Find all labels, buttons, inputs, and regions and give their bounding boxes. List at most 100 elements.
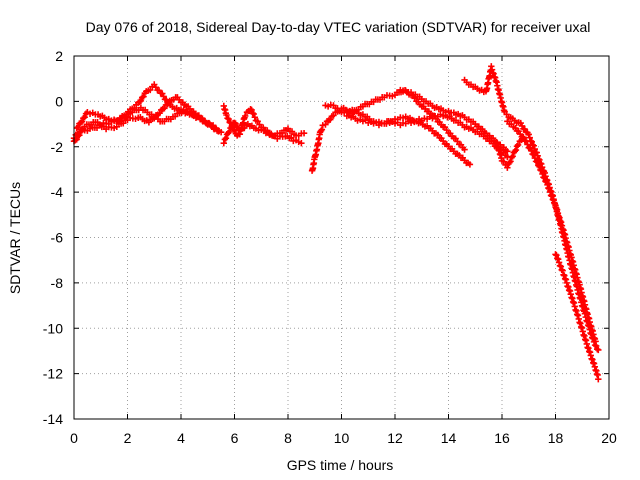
data-point-marker — [553, 251, 560, 259]
series-satellite-track-f — [308, 122, 326, 174]
data-point-marker — [569, 295, 576, 302]
data-point-marker — [556, 214, 563, 221]
data-point-marker — [589, 356, 596, 363]
data-point-marker — [573, 311, 581, 318]
data-point-marker — [550, 197, 557, 204]
data-point-marker — [530, 151, 537, 159]
data-point-marker — [222, 134, 230, 142]
data-point-marker — [559, 267, 566, 274]
data-point-marker — [221, 136, 229, 143]
data-point-marker — [248, 106, 255, 114]
data-point-marker — [585, 344, 592, 352]
data-point-marker — [579, 328, 586, 335]
data-point-marker — [574, 312, 582, 319]
data-point-marker — [565, 283, 572, 291]
data-point-marker — [583, 340, 590, 348]
x-axis-label: GPS time / hours — [287, 457, 394, 473]
data-point-marker — [522, 138, 530, 145]
data-point-marker — [520, 133, 527, 141]
data-point-marker — [577, 323, 585, 331]
data-point-marker — [595, 375, 602, 383]
data-point-marker — [228, 123, 236, 130]
data-point-marker — [215, 128, 222, 135]
data-point-marker — [76, 129, 83, 137]
data-point-marker — [557, 219, 565, 226]
data-point-marker — [225, 115, 232, 123]
data-point-marker — [578, 324, 586, 332]
data-point-marker — [156, 110, 163, 117]
data-point-marker — [539, 170, 546, 178]
data-point-marker — [140, 93, 147, 100]
data-point-marker — [581, 332, 588, 340]
data-point-marker — [509, 153, 516, 160]
data-point-marker — [514, 141, 522, 149]
data-point-marker — [571, 303, 578, 310]
x-tick-label: 10 — [334, 430, 350, 446]
data-point-marker — [161, 105, 168, 112]
y-tick-label: -12 — [43, 366, 63, 382]
data-point-marker — [526, 134, 533, 141]
data-point-marker — [466, 161, 474, 168]
data-markers — [70, 63, 602, 383]
data-point-marker — [506, 159, 513, 166]
data-point-marker — [553, 205, 560, 212]
data-point-marker — [555, 259, 563, 266]
data-point-marker — [567, 291, 574, 298]
data-point-marker — [231, 127, 238, 134]
y-tick-label: -6 — [51, 230, 64, 246]
data-point-marker — [544, 181, 551, 189]
data-point-marker — [137, 97, 145, 105]
data-point-marker — [251, 114, 259, 121]
data-point-marker — [595, 346, 602, 354]
chart-title: Day 076 of 2018, Sidereal Day-to-day VTE… — [86, 19, 591, 35]
x-tick-label: 18 — [548, 430, 564, 446]
data-point-marker — [557, 218, 564, 225]
data-point-marker — [558, 222, 566, 229]
data-point-marker — [562, 276, 570, 283]
data-point-marker — [242, 112, 249, 120]
data-point-marker — [563, 279, 570, 287]
y-tick-label: 2 — [55, 48, 63, 64]
data-point-marker — [587, 352, 595, 359]
data-point-marker — [300, 129, 308, 137]
data-point-marker — [227, 119, 234, 127]
y-tick-label: -8 — [51, 275, 64, 291]
x-tick-label: 8 — [284, 430, 292, 446]
data-point-marker — [566, 287, 574, 295]
data-point-marker — [254, 118, 261, 125]
data-point-marker — [546, 185, 553, 193]
y-tick-label: -10 — [43, 320, 63, 336]
x-tick-label: 20 — [601, 430, 617, 446]
data-point-marker — [538, 167, 545, 174]
data-point-marker — [546, 188, 554, 196]
data-point-marker — [569, 298, 577, 306]
data-point-marker — [250, 110, 257, 118]
data-point-marker — [572, 306, 579, 314]
data-point-marker — [461, 146, 468, 153]
data-point-marker — [317, 127, 325, 135]
x-tick-label: 0 — [70, 430, 78, 446]
data-point-marker — [554, 255, 562, 263]
y-tick-label: -4 — [51, 184, 64, 200]
data-point-marker — [586, 349, 594, 356]
data-point-marker — [561, 272, 568, 279]
data-point-marker — [225, 128, 233, 136]
data-point-marker — [235, 130, 243, 138]
data-point-marker — [553, 206, 561, 213]
data-point-marker — [559, 225, 566, 233]
data-point-marker — [223, 111, 230, 119]
data-point-marker — [212, 124, 219, 132]
data-point-marker — [512, 146, 520, 154]
y-tick-label: -2 — [51, 139, 64, 155]
x-tick-label: 6 — [231, 430, 239, 446]
data-point-marker — [81, 113, 88, 121]
data-point-marker — [541, 174, 548, 182]
data-point-marker — [330, 112, 337, 119]
data-point-marker — [504, 148, 511, 155]
data-point-marker — [557, 263, 565, 270]
data-point-marker — [147, 86, 154, 94]
series-satellite-track-m — [504, 118, 599, 345]
data-point-marker — [74, 123, 82, 131]
data-point-marker — [535, 162, 542, 169]
